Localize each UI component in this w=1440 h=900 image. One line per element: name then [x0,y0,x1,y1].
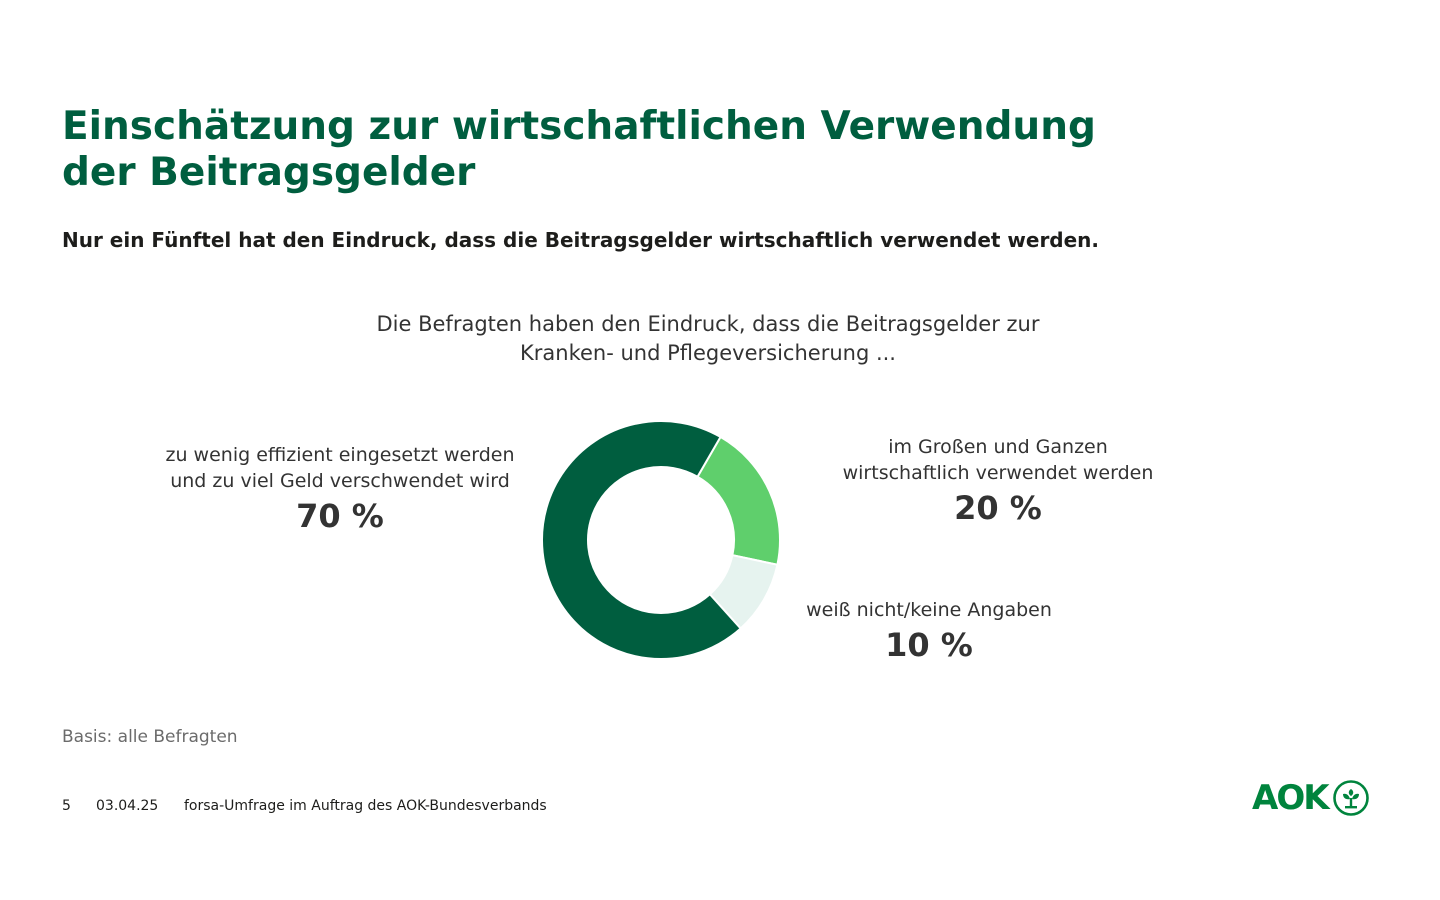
question-line-2: Kranken- und Pflegeversicherung ... [520,341,896,365]
chart-question: Die Befragten haben den Eindruck, dass d… [300,310,1116,368]
page-subtitle: Nur ein Fünftel hat den Eindruck, dass d… [62,228,1100,252]
title-line-1: Einschätzung zur wirtschaftlichen Verwen… [62,104,1096,149]
footer-date: 03.04.25 [96,798,159,814]
slice-label-wasteful: zu wenig effizient eingesetzt werden und… [140,442,540,536]
aok-logo-text: AOK [1252,778,1330,818]
slice-label-economic: im Großen und Ganzen wirtschaftlich verw… [798,434,1198,528]
aok-logo: AOK [1252,778,1370,818]
donut-slice-wasteful [541,420,743,660]
slice-label-wasteful-line-1: zu wenig effizient eingesetzt werden [165,444,515,466]
footer-source: forsa-Umfrage im Auftrag des AOK-Bundesv… [184,798,547,814]
donut-chart [541,420,781,660]
slice-label-economic-line-1: im Großen und Ganzen [888,436,1108,458]
slice-value-wasteful: 70 % [296,497,384,535]
slice-label-wasteful-line-2: und zu viel Geld verschwendet wird [170,470,510,492]
title-line-2: der Beitragsgelder [62,150,476,195]
basis-note: Basis: alle Befragten [62,727,238,747]
page-title: Einschätzung zur wirtschaftlichen Verwen… [62,104,1162,196]
slice-value-unknown: 10 % [885,626,973,664]
aok-tree-icon [1332,780,1369,816]
slice-label-unknown-line-1: weiß nicht/keine Angaben [806,599,1052,621]
slice-value-economic: 20 % [954,489,1042,527]
slice-label-unknown: weiß nicht/keine Angaben 10 % [779,597,1079,665]
question-line-1: Die Befragten haben den Eindruck, dass d… [376,312,1040,336]
footer-page-number: 5 [62,798,71,814]
slice-label-economic-line-2: wirtschaftlich verwendet werden [842,462,1154,484]
